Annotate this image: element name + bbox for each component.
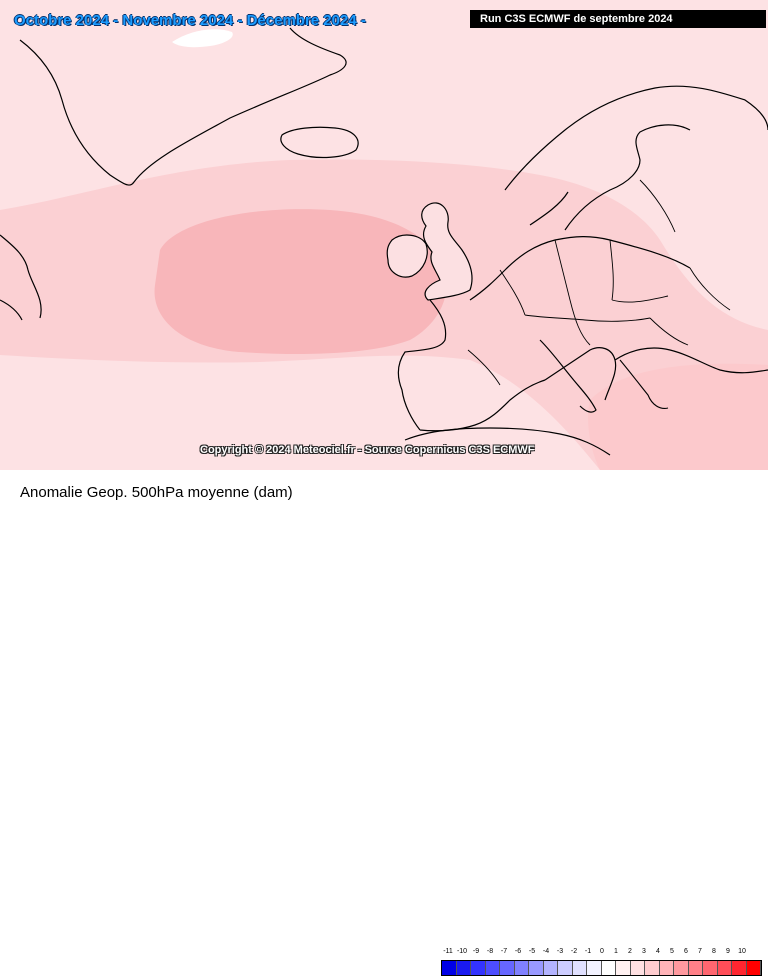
legend-label: -7 bbox=[500, 948, 508, 955]
legend-label: -1 bbox=[584, 948, 592, 955]
legend-label: 3 bbox=[642, 948, 646, 955]
legend-swatches bbox=[441, 960, 762, 976]
legend-swatch bbox=[688, 961, 703, 975]
legend-swatch bbox=[717, 961, 732, 975]
legend-label: 8 bbox=[712, 948, 716, 955]
legend-swatch bbox=[471, 961, 486, 975]
legend-labels: -11 -10 -9 -8 -7 -6 -5 -4 -3 -2 -1 0 1 2 3 4 5 6 7 8 9 10 bbox=[441, 948, 751, 958]
legend-label: -3 bbox=[556, 948, 564, 955]
legend-label: -9 bbox=[472, 948, 480, 955]
legend-swatch bbox=[572, 961, 587, 975]
legend-label: -5 bbox=[528, 948, 536, 955]
italy-coast bbox=[539, 339, 597, 413]
legend-label: 6 bbox=[684, 948, 688, 955]
legend-label: 9 bbox=[726, 948, 730, 955]
legend-swatch bbox=[746, 961, 761, 975]
legend-title: Anomalie Geop. 500hPa moyenne (dam) bbox=[20, 484, 293, 501]
legend-label: -6 bbox=[514, 948, 522, 955]
scandinavia-coast bbox=[504, 85, 768, 231]
legend-swatch bbox=[601, 961, 616, 975]
legend-swatch bbox=[529, 961, 544, 975]
legend-label: -10 bbox=[456, 948, 468, 955]
legend-swatch bbox=[514, 961, 529, 975]
legend-swatch bbox=[645, 961, 660, 975]
legend-label: 4 bbox=[656, 948, 660, 955]
arctic-ice-patch bbox=[172, 29, 233, 48]
legend-label: 1 bbox=[614, 948, 618, 955]
legend-swatch bbox=[442, 961, 457, 975]
iceland-coast bbox=[280, 126, 359, 159]
anomaly-band-southeast bbox=[588, 363, 768, 470]
legend-swatch bbox=[659, 961, 674, 975]
anomaly-core bbox=[154, 209, 447, 355]
legend-label: -2 bbox=[570, 948, 578, 955]
legend-label: 7 bbox=[698, 948, 702, 955]
copyright-notice: Copyright © 2024 Meteociel.fr - Source C… bbox=[200, 444, 535, 456]
legend-swatch bbox=[703, 961, 718, 975]
legend-label: -8 bbox=[486, 948, 494, 955]
legend-label: 0 bbox=[600, 948, 604, 955]
legend-swatch bbox=[587, 961, 602, 975]
legend-swatch bbox=[674, 961, 689, 975]
legend-swatch bbox=[485, 961, 500, 975]
legend-swatch bbox=[616, 961, 631, 975]
north-africa-coast bbox=[404, 427, 611, 456]
forecast-period-title: Octobre 2024 - Novembre 2024 - Décembre … bbox=[14, 12, 366, 29]
greenland-coast bbox=[19, 27, 347, 186]
greece-coast bbox=[619, 359, 669, 409]
ireland-coast bbox=[386, 234, 428, 278]
legend-label: 10 bbox=[738, 948, 746, 955]
great-britain-coast bbox=[421, 202, 473, 301]
anomaly-map: Octobre 2024 - Novembre 2024 - Décembre … bbox=[0, 0, 768, 470]
run-label: Run C3S ECMWF de septembre 2024 bbox=[470, 10, 766, 28]
legend-swatch bbox=[630, 961, 645, 975]
color-scale-legend: -11 -10 -9 -8 -7 -6 -5 -4 -3 -2 -1 0 1 2 3 4 5 6 7 8 9 10 bbox=[441, 948, 762, 976]
footer: Anomalie Geop. 500hPa moyenne (dam) -11-… bbox=[0, 470, 768, 976]
legend-label: 5 bbox=[670, 948, 674, 955]
legend-label: -11 bbox=[443, 948, 453, 955]
legend-swatch bbox=[500, 961, 515, 975]
legend-swatch bbox=[456, 961, 471, 975]
legend-swatch bbox=[732, 961, 747, 975]
legend-label: 2 bbox=[628, 948, 632, 955]
map-canvas bbox=[0, 27, 768, 470]
legend-label: -4 bbox=[542, 948, 550, 955]
legend-swatch bbox=[543, 961, 558, 975]
canada-coast bbox=[0, 234, 42, 321]
country-borders bbox=[467, 179, 731, 386]
legend-swatch bbox=[558, 961, 573, 975]
